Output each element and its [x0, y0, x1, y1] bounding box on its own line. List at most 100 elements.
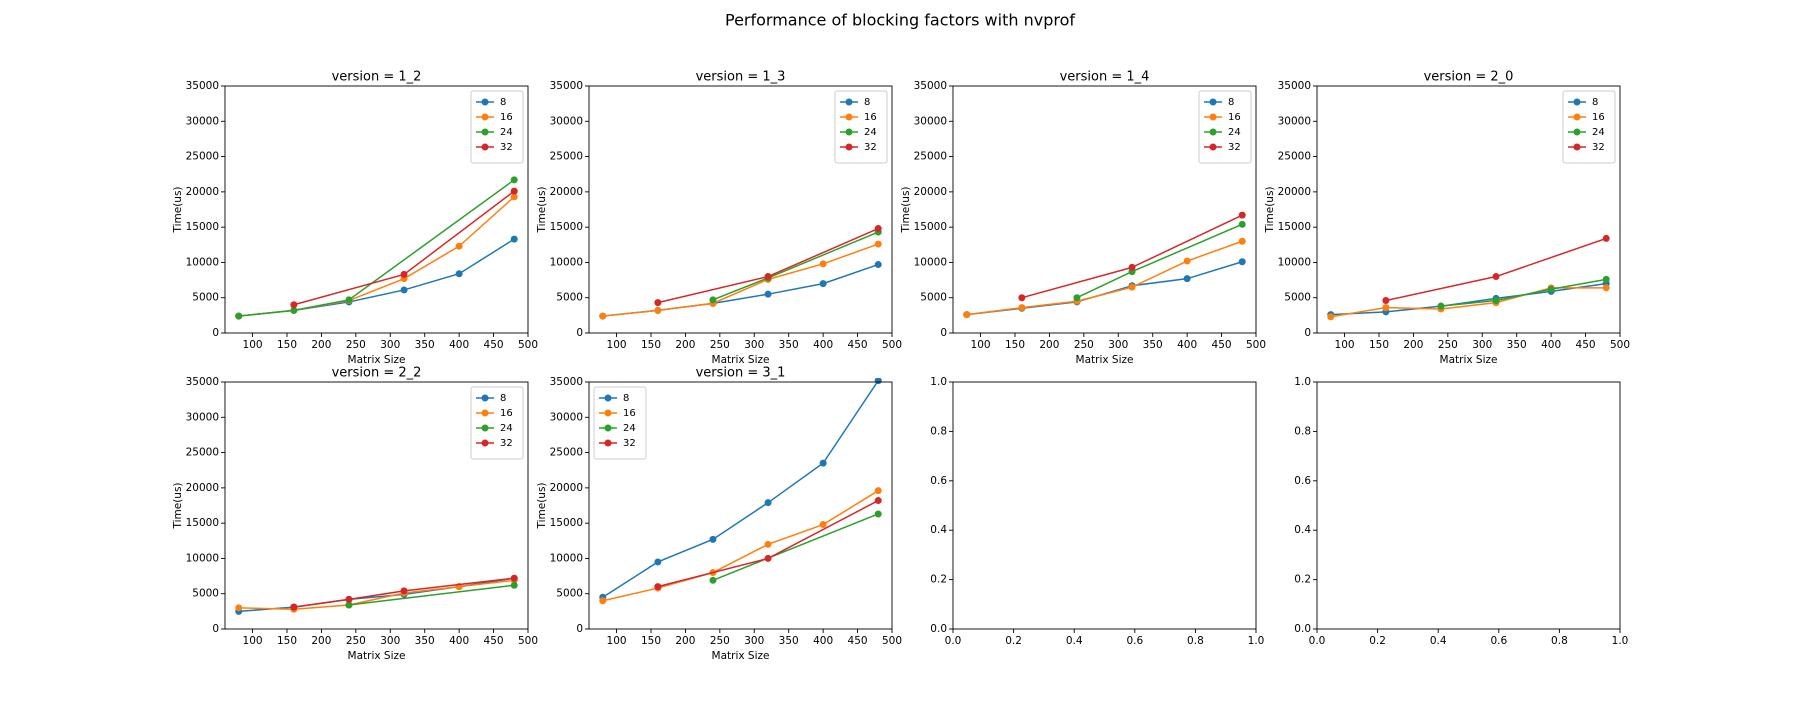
- data-point: [764, 554, 772, 562]
- x-tick-label: 1.0: [1248, 635, 1265, 647]
- subplot: 100 150 200 250 300 350 400 450 5000500010000150…: [536, 366, 902, 663]
- y-tick-label: 30000: [186, 115, 219, 127]
- series-line: [1385, 237, 1607, 302]
- legend-marker: [845, 98, 853, 106]
- data-point: [1238, 237, 1246, 245]
- legend-marker: [1573, 143, 1581, 151]
- legend-marker: [1209, 113, 1217, 121]
- x-tick-label: 500: [882, 339, 902, 351]
- y-tick-label: 0: [212, 623, 219, 635]
- data-point: [1602, 284, 1610, 292]
- legend-marker: [1209, 128, 1217, 136]
- x-tick-label: 0.6: [1126, 635, 1143, 647]
- legend-marker: [845, 128, 853, 136]
- legend-marker: [481, 113, 489, 121]
- x-tick-label: 400: [1177, 339, 1197, 351]
- y-axis-label: Time(us): [172, 186, 184, 233]
- data-point: [1382, 304, 1390, 312]
- data-point: [819, 521, 827, 529]
- legend-label: 32: [623, 438, 636, 449]
- data-point: [874, 378, 882, 385]
- legend: 8 16 24 32: [593, 386, 647, 460]
- legend-marker: [1209, 98, 1217, 106]
- x-tick-label: 0.0: [945, 635, 962, 647]
- x-tick-label: 0.4: [1066, 635, 1083, 647]
- data-point: [455, 270, 463, 278]
- series-line: [602, 243, 879, 317]
- axes-frame: [1316, 381, 1621, 630]
- x-tick-label: 150: [641, 635, 661, 647]
- legend-marker: [845, 143, 853, 151]
- y-tick-label: 35000: [186, 80, 219, 92]
- legend-label: 16: [1592, 112, 1605, 123]
- series-line: [238, 238, 515, 317]
- x-tick-label: 200: [1403, 339, 1423, 351]
- x-axis-label: Matrix Size: [348, 650, 406, 662]
- x-tick-label: 500: [1610, 339, 1630, 351]
- legend-marker: [1209, 143, 1217, 151]
- legend-marker: [481, 394, 489, 402]
- x-tick-label: 300: [380, 635, 400, 647]
- y-tick-label: 0: [940, 327, 947, 339]
- data-point: [400, 587, 408, 595]
- x-tick-label: 350: [779, 339, 799, 351]
- y-tick-label: 15000: [186, 517, 219, 529]
- x-tick-label: 0.2: [1005, 635, 1022, 647]
- x-tick-label: 350: [1507, 339, 1527, 351]
- data-point: [764, 273, 772, 281]
- data-point: [654, 583, 662, 591]
- series-line: [602, 263, 879, 317]
- plot-area: [599, 378, 882, 605]
- legend-marker: [481, 424, 489, 432]
- x-tick-label: 0.8: [1187, 635, 1204, 647]
- y-tick-label: 15000: [186, 221, 219, 233]
- plot-area: [1327, 234, 1610, 321]
- y-tick-label: 25000: [914, 151, 947, 163]
- x-tick-label: 200: [311, 635, 331, 647]
- data-point: [764, 290, 772, 298]
- legend: 8 16 24 32: [834, 90, 888, 164]
- y-tick-label: 25000: [186, 151, 219, 163]
- series-line: [966, 240, 1243, 316]
- x-tick-label: 250: [346, 635, 366, 647]
- axes-frame: [952, 381, 1257, 630]
- data-point: [709, 296, 717, 304]
- axes-frame: [952, 85, 1257, 334]
- series-line: [602, 490, 879, 602]
- data-point: [1547, 285, 1555, 293]
- y-tick-label: 15000: [914, 221, 947, 233]
- data-point: [764, 540, 772, 548]
- subplot-title: version = 1_2: [332, 70, 422, 85]
- legend-label: 16: [500, 408, 513, 419]
- legend-label: 24: [623, 423, 636, 434]
- x-tick-label: 100: [607, 339, 627, 351]
- figure-title: Performance of blocking factors with nvp…: [725, 11, 1075, 30]
- subplot: 100 150 200 250 300 350 400 450 5000500010000150…: [536, 70, 902, 367]
- data-point: [1018, 294, 1026, 302]
- legend-marker: [481, 143, 489, 151]
- x-tick-label: 250: [346, 339, 366, 351]
- x-tick-label: 250: [710, 339, 730, 351]
- axes-frame: [224, 85, 529, 334]
- data-point: [1183, 257, 1191, 265]
- y-tick-label: 20000: [186, 482, 219, 494]
- x-tick-label: 400: [449, 339, 469, 351]
- legend-label: 8: [500, 97, 506, 108]
- x-tick-label: 400: [1541, 339, 1561, 351]
- series-line: [238, 579, 515, 610]
- x-tick-label: 350: [1143, 339, 1163, 351]
- x-tick-label: 1.0: [1612, 635, 1629, 647]
- x-tick-label: 200: [1039, 339, 1059, 351]
- x-tick-label: 450: [848, 635, 868, 647]
- data-point: [1128, 263, 1136, 271]
- x-tick-label: 250: [1074, 339, 1094, 351]
- x-tick-label: 300: [1472, 339, 1492, 351]
- subplot: 100 150 200 250 300 350 400 450 5000500010000150…: [172, 366, 538, 663]
- data-point: [400, 270, 408, 278]
- y-tick-label: 5000: [1284, 292, 1311, 304]
- y-tick-label: 0.0: [1294, 623, 1311, 635]
- y-tick-label: 20000: [1278, 186, 1311, 198]
- legend-marker: [481, 409, 489, 417]
- data-point: [874, 487, 882, 495]
- y-tick-label: 20000: [914, 186, 947, 198]
